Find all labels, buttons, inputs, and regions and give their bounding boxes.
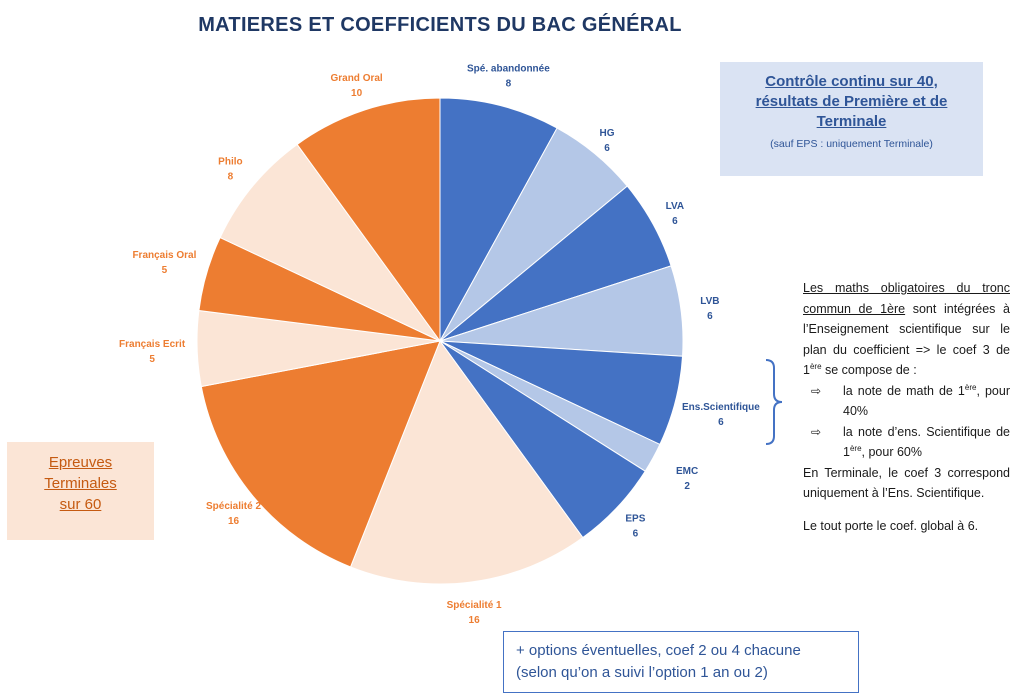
note-intro-text: sont intégrées à l’Enseignement scientif… bbox=[803, 301, 1010, 378]
pie-slice bbox=[200, 340, 441, 568]
pie-slice bbox=[296, 97, 441, 343]
slice-value: 6 bbox=[672, 216, 678, 227]
note-bullet2-sup: ère bbox=[849, 443, 862, 453]
slice-label: Grand Oral bbox=[330, 73, 382, 84]
page-title: MATIERES ET COEFFICIENTS DU BAC GÉNÉRAL bbox=[198, 14, 682, 36]
pie-labels: Spé. abandonnée 8 HG 6 LVA 6 LVB 6 Ens.Scientifi… bbox=[119, 64, 760, 626]
slice-label: HG bbox=[600, 128, 615, 139]
epreuves-terminales-box: Epreuves Terminales sur 60 bbox=[7, 442, 154, 540]
slice-value: 5 bbox=[162, 265, 168, 276]
curly-brace-icon bbox=[765, 359, 783, 445]
slice-label: LVA bbox=[666, 201, 685, 212]
note-terminale: En Terminale, le coef 3 correspond uniqu… bbox=[803, 465, 1010, 501]
slice-label: Spé. abandonnée bbox=[467, 64, 550, 75]
note-intro-end: se compose de : bbox=[821, 363, 917, 377]
note-bullet1-sup: ère bbox=[964, 382, 977, 392]
pie-slices bbox=[196, 97, 684, 585]
slice-label: Spécialité 1 bbox=[447, 600, 502, 611]
slice-label: Spécialité 2 bbox=[206, 501, 261, 512]
slice-label: Français Oral bbox=[132, 250, 196, 261]
controle-continu-note: (sauf EPS : uniquement Terminale) bbox=[770, 138, 933, 150]
note-bullet2-end: , pour 60% bbox=[861, 445, 922, 459]
slice-value: 5 bbox=[149, 354, 155, 365]
slice-value: 6 bbox=[633, 529, 639, 540]
slice-value: 16 bbox=[228, 516, 240, 527]
slice-value: 6 bbox=[707, 311, 713, 322]
slice-value: 8 bbox=[506, 79, 512, 90]
note-bullet1-text: la note de math de 1 bbox=[843, 383, 965, 398]
options-line-2: (selon qu’on a suivi l’option 1 an ou 2) bbox=[516, 664, 768, 681]
maths-note: Les maths obligatoires du tronc commun d… bbox=[803, 278, 1010, 536]
slice-label: Ens.Scientifique bbox=[682, 402, 760, 413]
note-bullet-ens: ⇨ la note d’ens. Scientifique de 1ère, po… bbox=[803, 422, 1010, 463]
slice-value: 6 bbox=[718, 417, 724, 428]
note-bullet2-text: la note d’ens. Scientifique de 1 bbox=[843, 424, 1010, 460]
note-intro-sup: ère bbox=[809, 361, 822, 371]
note-list: ⇨ la note de math de 1ère, pour 40% ⇨ la n… bbox=[803, 381, 1010, 463]
slice-value: 8 bbox=[228, 172, 234, 183]
controle-continu-box: Contrôle continu sur 40, résultats de Pr… bbox=[720, 62, 983, 176]
slice-label: EPS bbox=[625, 514, 645, 525]
slice-label: EMC bbox=[676, 466, 698, 477]
pie-slice bbox=[219, 143, 441, 342]
epreuves-terminales-label: Epreuves Terminales sur 60 bbox=[44, 454, 117, 513]
note-bullet1-end: , pour 40% bbox=[843, 383, 1010, 419]
arrow-right-icon: ⇨ bbox=[811, 383, 822, 398]
slice-value: 16 bbox=[469, 615, 481, 626]
slice-label: Philo bbox=[218, 157, 242, 168]
pie-slice bbox=[349, 339, 584, 585]
note-bullet-math: ⇨ la note de math de 1ère, pour 40% bbox=[803, 381, 1010, 422]
controle-continu-title: Contrôle continu sur 40, résultats de Pr… bbox=[755, 73, 948, 130]
slice-label: LVB bbox=[700, 296, 719, 307]
note-final: Le tout porte le coef. global à 6. bbox=[803, 518, 979, 533]
options-box: + options éventuelles, coef 2 ou 4 chacu… bbox=[503, 631, 859, 693]
note-intro: Les maths obligatoires du tronc commun d… bbox=[803, 278, 1010, 381]
slice-value: 2 bbox=[684, 481, 690, 492]
slice-label: Français Ecrit bbox=[119, 339, 186, 350]
slice-value: 6 bbox=[604, 143, 610, 154]
options-line-1: + options éventuelles, coef 2 ou 4 chacu… bbox=[516, 642, 801, 659]
slice-value: 10 bbox=[351, 88, 363, 99]
pie-slice bbox=[439, 97, 558, 342]
arrow-right-icon: ⇨ bbox=[811, 424, 822, 439]
note-intro-underlined: Les maths obligatoires du tronc commun d… bbox=[803, 281, 1010, 316]
